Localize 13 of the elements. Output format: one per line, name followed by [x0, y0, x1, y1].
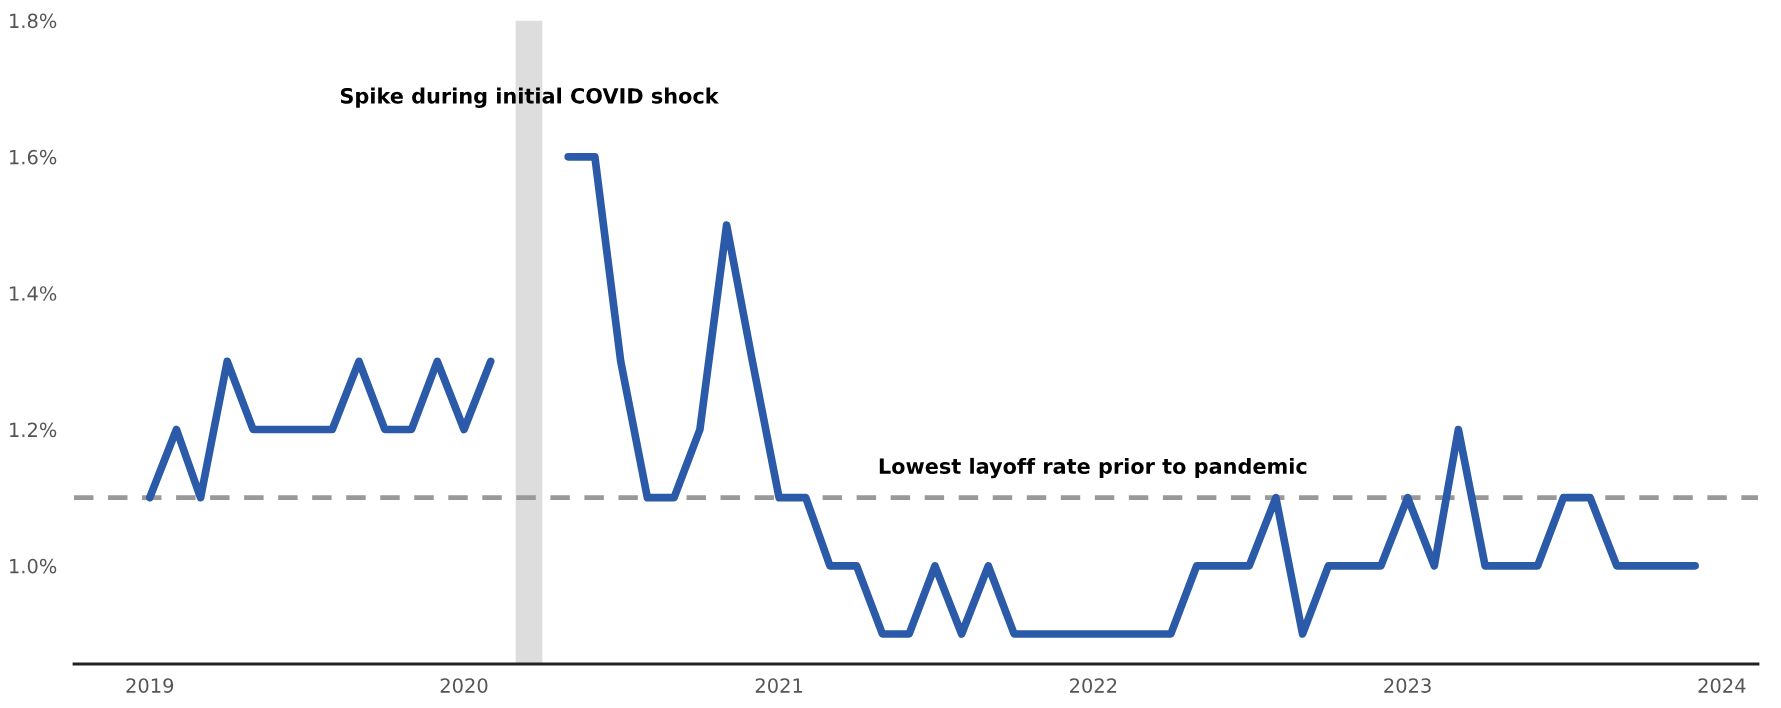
y-tick-label: 1.6% [10, 149, 57, 165]
x-tick-label: 2023 [1384, 678, 1431, 693]
x-tick-label: 2021 [755, 678, 803, 693]
y-tick-label: 1.8% [10, 13, 57, 29]
y-tick-label: 1.0% [10, 558, 57, 574]
band-label: Spike during initial COVID shock [340, 87, 719, 108]
y-tick-label: 1.2% [10, 422, 57, 438]
ref-line-label: Lowest layoff rate prior to pandemic [879, 457, 1307, 479]
x-tick-label: 2020 [440, 678, 488, 693]
y-tick-label: 1.4% [10, 286, 57, 301]
x-tick-label: 2024 [1698, 678, 1746, 693]
x-tick-label: 2022 [1070, 678, 1117, 693]
x-tick-label: 2019 [126, 678, 174, 693]
